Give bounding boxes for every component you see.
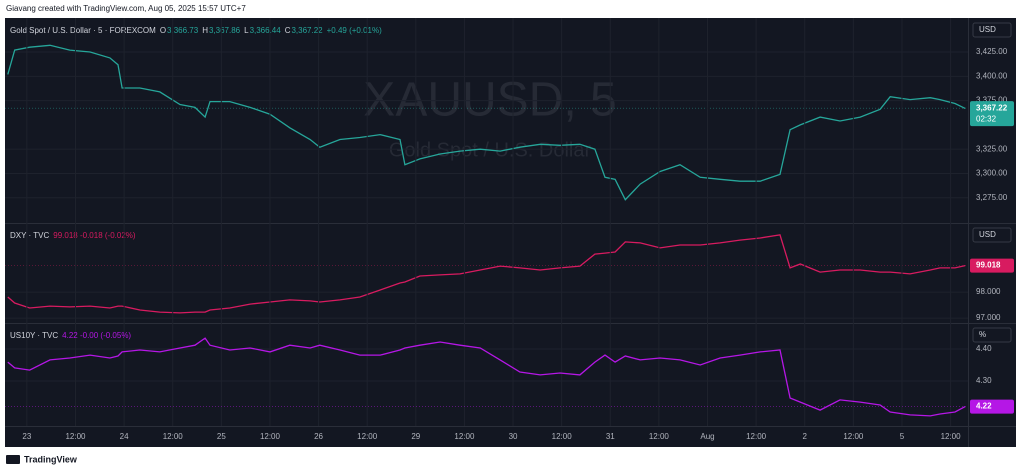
legend: DXY · TVC 99.018 -0.018 (-0.02%) (10, 231, 136, 240)
legend-change: 4.22 -0.00 (-0.05%) (62, 331, 131, 340)
y-tick-label: 4.30 (976, 376, 992, 385)
legend: Gold Spot / U.S. Dollar · 5 · FOREXCOM O3… (10, 26, 382, 35)
price-line (7, 44, 966, 201)
last-price-label: 99.018 (976, 261, 1001, 270)
y-tick-label: 3,375.00 (976, 96, 1008, 105)
countdown: 02:32 (976, 114, 997, 123)
legend-title: US10Y · TVC (10, 331, 58, 340)
legend-key: H (202, 26, 208, 35)
unit-box (972, 22, 1012, 38)
last-price-label: 3,367.22 (976, 103, 1008, 112)
x-tick-label: 26 (314, 432, 323, 441)
y-tick-label: 98.000 (976, 287, 1001, 296)
x-tick-label: 31 (606, 432, 615, 441)
y-tick-label: 3,400.00 (976, 71, 1008, 80)
x-tick-label: 12:00 (454, 432, 475, 441)
last-price-box (970, 101, 1014, 127)
unit-label: USD (979, 230, 996, 239)
unit-label: USD (979, 25, 996, 34)
legend-value: 3,366.44 (250, 26, 282, 35)
legend-change: +0.49 (+0.01%) (327, 26, 382, 35)
chart-background (5, 18, 1016, 447)
x-tick-label: 25 (217, 432, 226, 441)
x-tick-label: 12:00 (843, 432, 864, 441)
unit-box (972, 227, 1012, 243)
x-tick-label: 12:00 (552, 432, 573, 441)
y-tick-label: 4.40 (976, 344, 992, 353)
x-tick-label: 12:00 (649, 432, 670, 441)
x-tick-label: 12:00 (163, 432, 184, 441)
header: Giavang created with TradingView.com, Au… (6, 4, 246, 13)
y-tick-label: 3,325.00 (976, 144, 1008, 153)
legend-key: L (244, 26, 249, 35)
unit-box (972, 327, 1012, 343)
x-tick-label: 5 (900, 432, 905, 441)
legend-title: Gold Spot / U.S. Dollar · 5 · FOREXCOM (10, 26, 156, 35)
x-tick-label: 2 (803, 432, 808, 441)
x-tick-label: 30 (509, 432, 518, 441)
legend-value: 3,366.73 (167, 26, 199, 35)
y-tick-label: 3,425.00 (976, 47, 1008, 56)
last-price-label: 4.22 (976, 402, 992, 411)
unit-label: % (979, 330, 986, 339)
y-tick-label: 97.000 (976, 313, 1001, 322)
footer-logo: TradingView (6, 454, 78, 464)
x-tick-label: 12:00 (357, 432, 378, 441)
legend-key: O (160, 26, 166, 35)
price-line (7, 337, 966, 417)
y-tick-label: 3,300.00 (976, 169, 1008, 178)
legend-title: DXY · TVC (10, 231, 49, 240)
x-tick-label: 24 (120, 432, 129, 441)
legend-key: C (285, 26, 291, 35)
legend-value: 3,367.86 (209, 26, 241, 35)
x-tick-label: 23 (22, 432, 31, 441)
y-tick-label: 3,275.00 (976, 193, 1008, 202)
x-tick-label: 12:00 (746, 432, 767, 441)
footer: TradingView (24, 454, 78, 464)
x-tick-label: 12:00 (65, 432, 86, 441)
x-tick-label: 29 (411, 432, 420, 441)
x-tick-label: Aug (700, 432, 714, 441)
logo-icon (6, 455, 20, 464)
x-tick-label: 12:00 (941, 432, 962, 441)
legend-change: 99.018 -0.018 (-0.02%) (53, 231, 136, 240)
last-price-box (970, 399, 1014, 414)
x-tick-label: 12:00 (260, 432, 281, 441)
legend-value: 3,367.22 (291, 26, 323, 35)
price-line (7, 234, 966, 314)
legend: US10Y · TVC 4.22 -0.00 (-0.05%) (10, 331, 131, 340)
last-price-box (970, 258, 1014, 273)
